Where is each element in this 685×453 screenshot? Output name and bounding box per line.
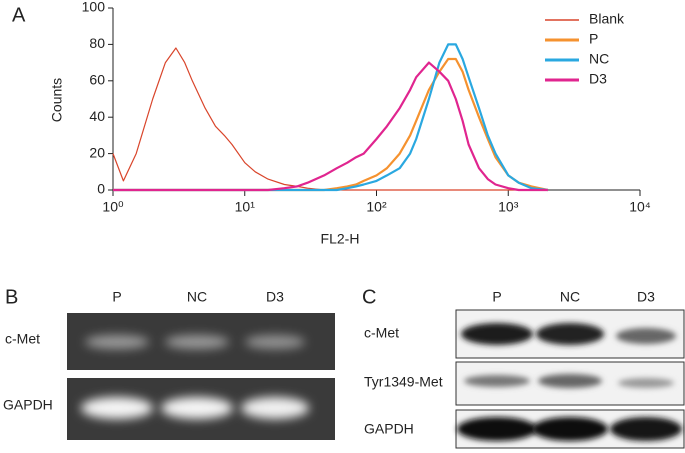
row-label: GAPDH (3, 397, 53, 413)
legend-label: P (589, 31, 598, 47)
x-tick-label: 10³ (498, 199, 519, 215)
legend-label: D3 (589, 71, 607, 87)
column-label: P (112, 289, 121, 305)
column-label: D3 (637, 289, 655, 305)
panel-c: C P NC D3 c-Met Tyr1349-Met GAPDH (362, 286, 685, 449)
panel-label: A (12, 4, 26, 26)
band (538, 374, 602, 388)
panel-label: C (362, 286, 376, 308)
y-tick-label: 100 (82, 0, 106, 15)
y-tick-label: 40 (89, 108, 105, 124)
row-label: Tyr1349-Met (364, 374, 443, 390)
y-tick-label: 0 (97, 181, 105, 197)
series-line (112, 47, 548, 191)
y-tick-label: 80 (89, 35, 105, 51)
column-label: NC (560, 289, 580, 305)
band (610, 417, 682, 441)
band (457, 417, 537, 441)
band (245, 335, 305, 349)
column-label: NC (187, 289, 207, 305)
series-line (113, 61, 548, 192)
band (165, 335, 229, 349)
column-label: P (492, 289, 501, 305)
band (618, 378, 674, 388)
band (241, 397, 309, 419)
legend-label: Blank (589, 11, 625, 27)
column-label: D3 (266, 289, 284, 305)
band (616, 328, 676, 344)
band (81, 397, 153, 419)
row-label: c-Met (364, 325, 399, 341)
band (461, 323, 533, 345)
row-label: GAPDH (364, 421, 414, 437)
x-tick-label: 10² (366, 199, 387, 215)
y-axis-label: Counts (49, 78, 65, 122)
band (532, 417, 608, 441)
band (464, 375, 530, 387)
panel-label: B (5, 286, 18, 308)
y-tick-label: 60 (89, 72, 105, 88)
panel-b: B P NC D3 c-Met GAPDH (3, 286, 335, 440)
x-tick-label: 10¹ (235, 199, 256, 215)
series-line (113, 57, 549, 192)
y-tick-label: 20 (89, 144, 105, 160)
row-label: c-Met (5, 331, 40, 347)
x-tick-label: 10⁰ (102, 199, 124, 215)
x-tick-label: 10⁴ (629, 199, 651, 215)
band (85, 335, 149, 349)
band (161, 397, 233, 419)
series-line (113, 43, 549, 192)
band (536, 323, 604, 345)
legend-label: NC (589, 51, 609, 67)
x-axis-label: FL2-H (321, 231, 360, 247)
